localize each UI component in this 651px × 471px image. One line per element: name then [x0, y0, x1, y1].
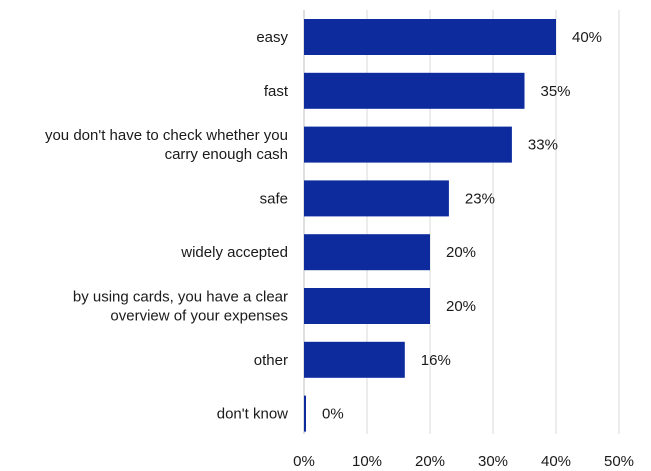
bar [304, 72, 525, 109]
bar [304, 19, 556, 55]
x-tick-label: 0% [293, 453, 315, 470]
x-tick-label: 40% [541, 453, 571, 470]
category-label: by using cards, you have a clear overview… [73, 289, 288, 325]
category-label: fast [264, 83, 289, 100]
category-label: widely accepted [180, 244, 288, 261]
data-label: 35% [541, 83, 571, 100]
category-labels: easy fast you don't have to check whether … [45, 29, 289, 423]
data-label: 33% [528, 137, 558, 154]
data-labels: 40% 35% 33% 23% 20% 20% 16% 0% [322, 29, 602, 423]
category-label: don't know [217, 406, 288, 423]
bar [304, 341, 405, 378]
x-tick-label: 30% [478, 453, 508, 470]
data-label: 40% [572, 29, 602, 46]
bar [304, 180, 449, 217]
bar [304, 126, 512, 163]
x-axis-tick-labels: 0% 10% 20% 30% 40% 50% [293, 453, 634, 470]
category-label: safe [260, 190, 288, 207]
x-tick-label: 50% [604, 453, 634, 470]
category-label: other [254, 352, 288, 369]
data-label: 20% [446, 298, 476, 315]
category-label: you don't have to check whether you carry… [45, 127, 288, 163]
bar [304, 234, 430, 271]
data-label: 20% [446, 244, 476, 261]
data-label: 23% [465, 190, 495, 207]
data-label: 16% [421, 352, 451, 369]
data-label: 0% [322, 406, 344, 423]
bar [304, 395, 306, 432]
x-tick-label: 10% [352, 453, 382, 470]
bar [304, 288, 430, 324]
bars [304, 19, 556, 432]
x-tick-label: 20% [415, 453, 445, 470]
category-label: easy [256, 29, 288, 46]
